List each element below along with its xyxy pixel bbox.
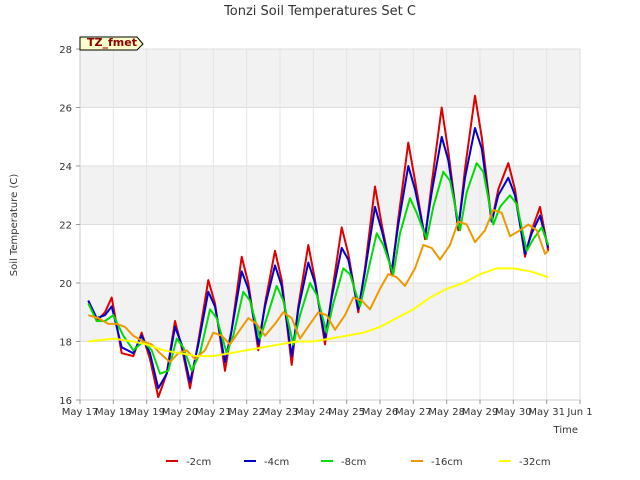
legend-label--4cm: -4cm (264, 457, 289, 468)
x-tick-label: May 28 (428, 407, 465, 418)
y-tick-label: 26 (59, 104, 72, 115)
x-axis-label: Time (553, 425, 578, 436)
x-tick-label: Jun 1 (566, 407, 592, 418)
x-tick-label: May 20 (162, 407, 199, 418)
x-tick-label: May 30 (495, 407, 532, 418)
badge: TZ_fmet (79, 36, 144, 51)
legend-label--16cm: -16cm (431, 457, 463, 468)
x-tick-label: May 29 (462, 407, 499, 418)
legend-label--32cm: -32cm (519, 457, 551, 468)
x-tick-label: May 18 (95, 407, 132, 418)
x-tick-label: May 27 (395, 407, 432, 418)
y-tick-label: 28 (59, 45, 72, 56)
x-tick-label: May 19 (128, 407, 165, 418)
plot-band (80, 49, 580, 108)
x-tick-label: May 24 (295, 407, 332, 418)
plot-band (80, 166, 580, 225)
badge-label: TZ_fmet (87, 36, 137, 49)
x-tick-label: May 31 (528, 407, 565, 418)
series-line--16cm (88, 208, 549, 363)
x-tick-label: May 25 (328, 407, 365, 418)
x-tick-label: May 17 (62, 407, 99, 418)
x-tick-label: May 26 (362, 407, 399, 418)
legend: -2cm -4cm -8cm -16cm -32cm (166, 457, 551, 468)
legend-label--2cm: -2cm (186, 457, 211, 468)
legend-label--8cm: -8cm (341, 457, 366, 468)
y-axis-label: Soil Temperature (C) (9, 174, 20, 277)
y-tick-label: 20 (59, 279, 72, 290)
chart-title: Tonzi Soil Temperatures Set C (223, 4, 416, 19)
series-line--32cm (88, 267, 549, 358)
x-tick-label: May 21 (195, 407, 232, 418)
badge-shape (79, 36, 144, 51)
x-tick-label: May 23 (262, 407, 299, 418)
y-tick-label: 18 (59, 338, 72, 349)
x-tick-label: May 22 (228, 407, 265, 418)
y-axis: 16 18 20 22 24 26 28 (59, 45, 81, 407)
series-layer (87, 94, 550, 399)
y-tick-label: 16 (59, 396, 72, 407)
y-tick-label: 22 (59, 221, 72, 232)
y-tick-label: 24 (59, 162, 72, 173)
